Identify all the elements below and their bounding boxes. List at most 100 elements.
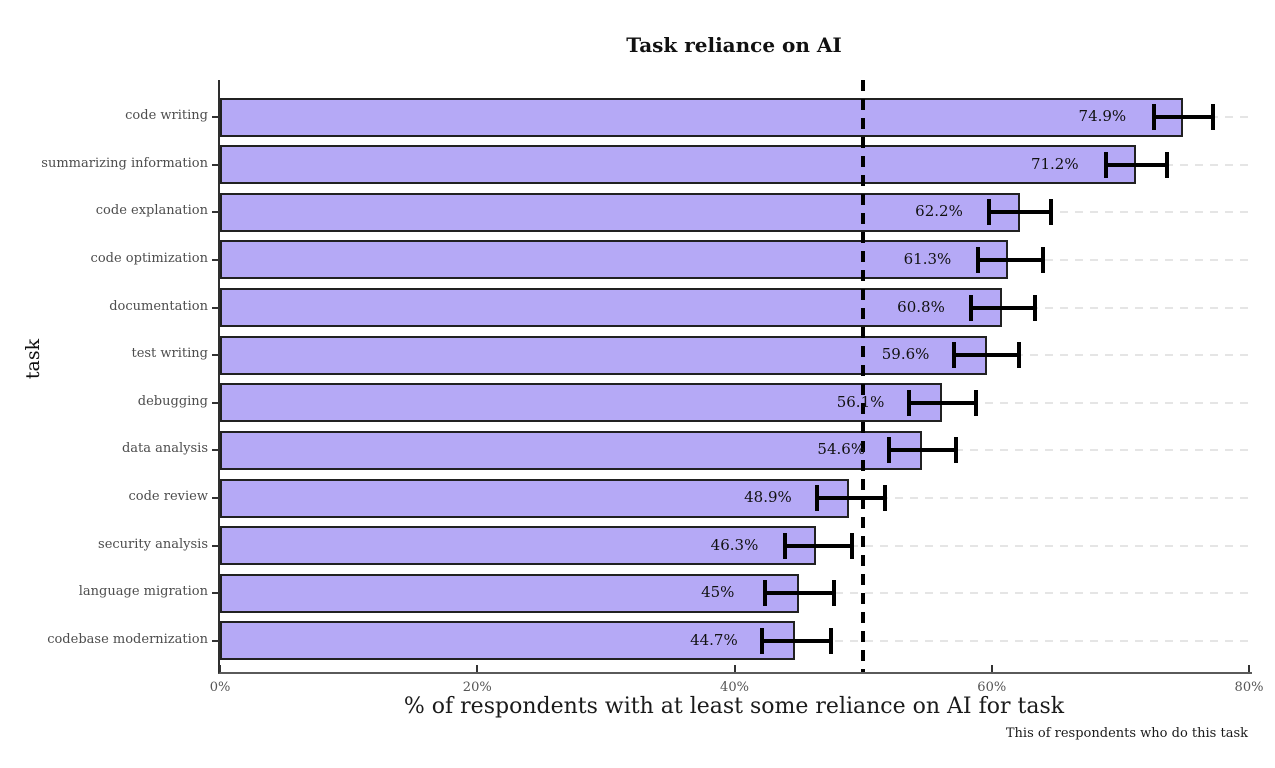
- bar-language-migration: [220, 573, 799, 613]
- category-label: test writing: [131, 346, 208, 362]
- bar-codebase-modernization: [220, 621, 795, 661]
- category-label: security analysis: [98, 536, 208, 552]
- error-bar-cap: [1151, 104, 1156, 130]
- error-bar: [954, 353, 1019, 358]
- bar-test-writing: [220, 335, 987, 375]
- y-tick: [212, 354, 219, 357]
- y-tick: [212, 163, 219, 166]
- error-bar: [971, 305, 1036, 310]
- x-tick: [733, 665, 736, 672]
- x-tick-label: 0%: [209, 680, 231, 695]
- bar-summarizing-information: [220, 145, 1136, 185]
- y-tick: [212, 449, 219, 452]
- y-tick: [212, 401, 219, 404]
- error-bar-cap: [763, 580, 768, 607]
- category-label: summarizing information: [41, 155, 208, 171]
- bar-value-label: 61.3%: [903, 249, 952, 268]
- error-bar-cap: [952, 342, 957, 369]
- x-tick-label: 40%: [720, 680, 749, 695]
- y-tick: [212, 116, 219, 118]
- y-tick: [212, 258, 219, 261]
- x-tick: [1248, 665, 1250, 672]
- error-bar: [909, 400, 977, 405]
- y-tick: [212, 544, 219, 547]
- category-label: data analysis: [121, 441, 208, 457]
- category-label: language migration: [78, 584, 208, 600]
- error-bar-cap: [831, 580, 836, 607]
- error-bar-cap: [1016, 342, 1021, 369]
- error-bar-cap: [1104, 151, 1109, 178]
- error-bar-cap: [953, 437, 958, 464]
- error-bar-cap: [828, 627, 833, 654]
- bar-value-label: 46.3%: [710, 535, 759, 554]
- bar-value-label: 60.8%: [897, 297, 945, 316]
- bar-value-label: 62.2%: [915, 202, 963, 221]
- bar-code-explanation: [220, 192, 1021, 232]
- category-label: code review: [128, 489, 209, 505]
- error-bar-cap: [987, 199, 992, 226]
- y-tick: [212, 306, 219, 309]
- bar-code-writing: [220, 97, 1184, 137]
- category-label: code explanation: [95, 203, 208, 219]
- x-tick-label: 20%: [462, 680, 492, 695]
- error-bar-cap: [974, 389, 979, 416]
- error-bar: [977, 257, 1044, 262]
- error-bar-cap: [1048, 199, 1053, 226]
- y-tick: [212, 592, 219, 595]
- y-tick: [212, 497, 219, 500]
- x-tick: [219, 665, 221, 672]
- bar-data-analysis: [220, 430, 923, 470]
- bar-value-label: 54.6%: [817, 440, 866, 459]
- category-label: debugging: [137, 393, 208, 409]
- plot-area: code writing summarizing information code …: [41, 80, 1263, 695]
- bar-debugging: [220, 383, 942, 423]
- bar-value-label: 56.1%: [836, 392, 885, 411]
- bar-code-optimization: [220, 240, 1009, 280]
- error-bar: [1106, 162, 1167, 167]
- bar-value-label: 71.2%: [1030, 154, 1079, 173]
- x-tick: [476, 665, 479, 672]
- x-tick: [990, 665, 993, 672]
- error-bar: [784, 543, 852, 548]
- bar-security-analysis: [220, 526, 816, 566]
- category-label: code optimization: [90, 250, 208, 266]
- error-bar-cap: [886, 437, 891, 464]
- bar-value-label: 74.9%: [1078, 107, 1127, 125]
- error-bar-cap: [1041, 246, 1046, 273]
- error-bar-cap: [1033, 294, 1038, 321]
- x-tick-label: 80%: [1234, 680, 1264, 695]
- error-bar: [989, 210, 1051, 215]
- bar-value-label: 45%: [701, 583, 735, 602]
- error-bar: [888, 448, 956, 453]
- error-bar-cap: [969, 294, 974, 321]
- bar-value-label: 48.9%: [744, 488, 792, 507]
- error-bar-cap: [814, 485, 819, 512]
- bar-value-label: 59.6%: [881, 345, 930, 364]
- error-bar: [1153, 115, 1213, 119]
- reference-line-50pct: [861, 80, 866, 672]
- chart-title: Task reliance on AI: [626, 33, 842, 57]
- category-label: documentation: [109, 298, 208, 314]
- error-bar-cap: [782, 532, 787, 559]
- bar-code-review: [220, 478, 849, 518]
- error-bar-cap: [882, 485, 887, 512]
- error-bar-cap: [1210, 104, 1215, 130]
- y-tick: [212, 639, 219, 642]
- chart-caption: This of respondents who do this task: [1005, 726, 1248, 741]
- error-bar-cap: [907, 389, 912, 416]
- error-bar-cap: [1164, 151, 1169, 178]
- error-bar: [816, 496, 885, 501]
- error-bar-cap: [849, 532, 854, 559]
- y-tick: [212, 211, 219, 214]
- error-bar: [761, 638, 831, 643]
- error-bar: [765, 591, 834, 596]
- bar-documentation: [220, 288, 1003, 328]
- bar-value-label: 44.7%: [690, 630, 738, 649]
- error-bar-cap: [975, 246, 980, 273]
- category-label: code writing: [125, 108, 208, 123]
- error-bar-cap: [759, 627, 764, 654]
- x-axis-label: % of respondents with at least some reli…: [403, 694, 1065, 719]
- category-label: codebase modernization: [47, 631, 208, 647]
- x-tick-label: 60%: [977, 680, 1007, 695]
